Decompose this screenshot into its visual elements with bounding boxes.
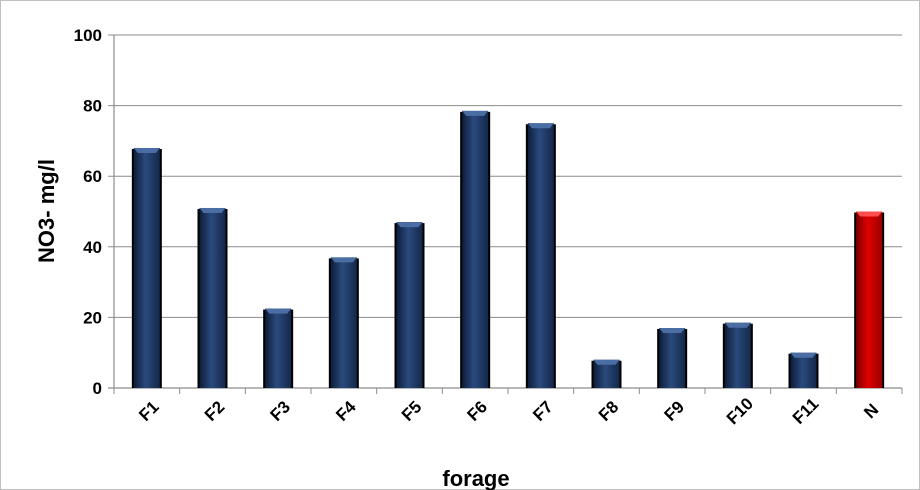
bar-cap xyxy=(593,359,620,365)
x-tick-label: F9 xyxy=(661,397,688,424)
bar xyxy=(263,308,294,388)
x-tick-label: F5 xyxy=(398,397,425,424)
x-tick-label: F8 xyxy=(595,397,622,424)
bar-cap xyxy=(724,322,751,328)
bar-body xyxy=(659,327,686,388)
bar xyxy=(328,257,359,388)
bar-body xyxy=(396,222,423,388)
bar-cap xyxy=(330,257,357,263)
bar xyxy=(657,327,688,388)
x-tick-label: F1 xyxy=(135,397,162,424)
axes xyxy=(108,35,903,394)
x-tick-label: F10 xyxy=(723,394,757,428)
y-tick-label: 0 xyxy=(93,379,102,398)
x-tick-label: N xyxy=(860,400,882,422)
y-tick-label: 60 xyxy=(83,167,102,186)
bar xyxy=(131,147,162,388)
bar-body xyxy=(856,211,883,388)
bar-cap xyxy=(133,147,160,153)
bar-cap xyxy=(462,110,489,116)
bar-cap xyxy=(856,211,883,217)
bar-body xyxy=(133,147,160,388)
x-tick-label: F7 xyxy=(529,397,556,424)
y-axis-title: NO3- mg/l xyxy=(34,159,59,263)
bar xyxy=(788,352,819,388)
bar-body xyxy=(462,110,489,389)
bar-body xyxy=(527,123,554,388)
y-tick-label: 40 xyxy=(83,238,102,257)
bar xyxy=(394,222,425,388)
bar-cap xyxy=(265,308,292,314)
x-tick-label: F4 xyxy=(332,397,360,425)
y-tick-label: 80 xyxy=(83,97,102,116)
y-tick-label: 100 xyxy=(74,26,102,45)
bar xyxy=(854,211,885,388)
x-tick-label: F2 xyxy=(201,397,228,424)
bar-body xyxy=(790,352,817,388)
bar-body xyxy=(199,207,226,388)
bar-cap xyxy=(659,327,686,333)
bar-body xyxy=(724,322,751,388)
x-tick-label: F11 xyxy=(789,394,822,427)
bar xyxy=(197,207,228,388)
bar-cap xyxy=(527,123,554,129)
y-tick-label: 20 xyxy=(83,308,102,327)
grid-lines xyxy=(108,34,902,318)
y-tick-labels: 0 20 40 60 80 100 xyxy=(74,26,102,398)
bar-cap xyxy=(790,352,817,358)
bar-cap xyxy=(199,207,226,213)
bars xyxy=(131,110,885,389)
x-tick-label: F3 xyxy=(267,397,294,424)
x-tick-label: F6 xyxy=(464,397,491,424)
x-axis-title: forage xyxy=(442,466,509,490)
bar-body xyxy=(330,257,357,388)
bar xyxy=(591,359,622,388)
bar xyxy=(722,322,753,388)
bar xyxy=(460,110,491,389)
bar-cap xyxy=(396,222,423,228)
x-tick-labels: F1 F2 F3 F4 F5 F6 F7 F8 F9 F10 F11 N xyxy=(135,394,882,428)
bar-body xyxy=(265,308,292,388)
bar xyxy=(525,123,556,388)
